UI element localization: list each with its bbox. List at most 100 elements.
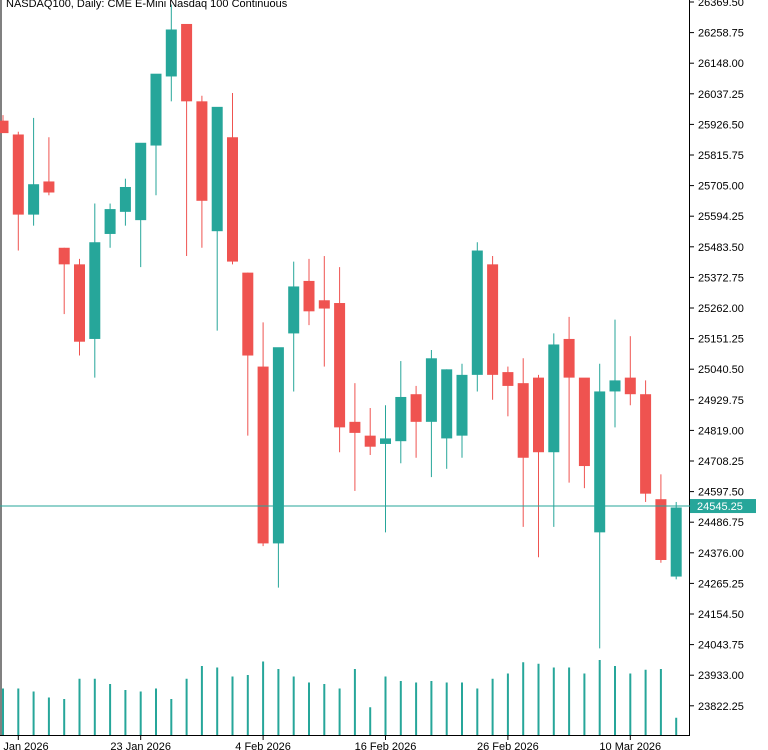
candle [288, 261, 300, 392]
candle [12, 131, 24, 251]
price-tick-label: 26258.75 [698, 28, 744, 40]
candle [364, 408, 376, 455]
candle [104, 203, 116, 248]
price-tick-label: 25594.25 [698, 211, 744, 223]
candle [227, 93, 238, 265]
candle-body [456, 374, 468, 436]
candle [150, 73, 162, 196]
candle-body [165, 29, 177, 77]
price-tick-label: 24929.75 [698, 395, 744, 407]
candle-body [150, 73, 162, 146]
candle-body [441, 369, 453, 439]
candle-body [272, 347, 284, 544]
candle [563, 316, 575, 483]
candle-body [624, 377, 636, 395]
candle-body [288, 286, 300, 334]
candle-body [89, 242, 101, 339]
candle [318, 256, 330, 367]
candle [242, 272, 254, 436]
candle-body [74, 264, 85, 342]
candle [471, 242, 483, 392]
candle-body [303, 280, 315, 312]
candle [533, 374, 544, 558]
candle [43, 137, 55, 196]
candle [441, 369, 453, 469]
candle-body [425, 358, 437, 422]
candle-body [242, 272, 254, 356]
candle-body [548, 344, 560, 453]
price-tick-label: 25705.00 [698, 181, 744, 193]
candle-body [594, 391, 606, 533]
time-tick-label: 26 Feb 2026 [477, 741, 539, 750]
candle [640, 380, 652, 502]
candle [502, 366, 514, 417]
candle [456, 363, 468, 458]
price-tick-label: 25262.00 [698, 303, 744, 315]
price-tick-label: 24597.50 [698, 487, 744, 499]
price-tick-label: 25040.50 [698, 364, 744, 376]
price-tick-label: 24708.25 [698, 456, 744, 468]
time-tick-label: 13 Jan 2026 [0, 741, 49, 750]
candle-body [196, 101, 208, 201]
candle-body [334, 303, 346, 428]
price-tick-label: 23822.25 [698, 701, 744, 713]
candle [119, 178, 131, 226]
candle-body [364, 435, 376, 447]
time-tick-label: 16 Feb 2026 [355, 741, 417, 750]
time-axis: 13 Jan 2026 23 Jan 2026 4 Feb 2026 16 Feb 2… [0, 735, 661, 750]
candle [670, 501, 682, 580]
candle-body [533, 377, 544, 453]
candle [0, 115, 9, 134]
price-tick-label: 26369.50 [698, 0, 744, 9]
time-tick-label: 4 Feb 2026 [235, 741, 291, 750]
price-tick-label: 25151.25 [698, 334, 744, 346]
candle-body [487, 264, 499, 375]
candle-body [28, 184, 40, 215]
candle [58, 247, 70, 315]
time-tick-label: 10 Mar 2026 [599, 741, 661, 750]
price-tick-label: 24819.00 [698, 425, 744, 437]
price-tick-label: 26148.00 [698, 58, 744, 70]
candle-body [211, 106, 223, 232]
price-tick-label: 23933.00 [698, 670, 744, 682]
candle-body [471, 250, 483, 375]
candle-body [135, 142, 147, 221]
price-tick-label: 25815.75 [698, 150, 744, 162]
candle-body [58, 247, 70, 265]
current-price-line-group: 24545.25 [0, 499, 756, 514]
candle-body [655, 499, 667, 560]
candle [272, 347, 284, 588]
candle [624, 336, 636, 406]
time-tick-label: 23 Jan 2026 [110, 741, 171, 750]
price-tick-label: 24043.75 [698, 640, 744, 652]
candle-body [563, 338, 575, 378]
candle-body [502, 372, 514, 386]
candle-body [227, 137, 238, 262]
price-tick-label: 24265.25 [698, 578, 744, 590]
price-tick-label: 25372.75 [698, 272, 744, 284]
candle [135, 142, 147, 268]
candle-body [349, 421, 361, 433]
candle [609, 319, 621, 428]
candle [380, 405, 391, 533]
candle [257, 322, 269, 547]
candle [425, 349, 437, 478]
candle [28, 117, 40, 226]
candle-body [119, 186, 131, 212]
candle [303, 258, 315, 326]
price-axis: 26369.50 26258.75 26148.00 26037.25 25926.50… [690, 0, 744, 713]
candle [349, 383, 361, 491]
candle [181, 23, 193, 257]
candle [89, 203, 101, 378]
candle-body [104, 209, 116, 234]
candle [487, 256, 499, 400]
candle-body [181, 23, 193, 102]
chart-title: NASDAQ100, Daily: CME E-Mini Nasdaq 100 … [6, 0, 288, 10]
candle [655, 474, 667, 563]
candle [165, 4, 177, 102]
candle [517, 358, 529, 527]
price-tick-label: 25483.50 [698, 242, 744, 254]
candle-body [380, 438, 391, 444]
candle-body [43, 181, 55, 193]
